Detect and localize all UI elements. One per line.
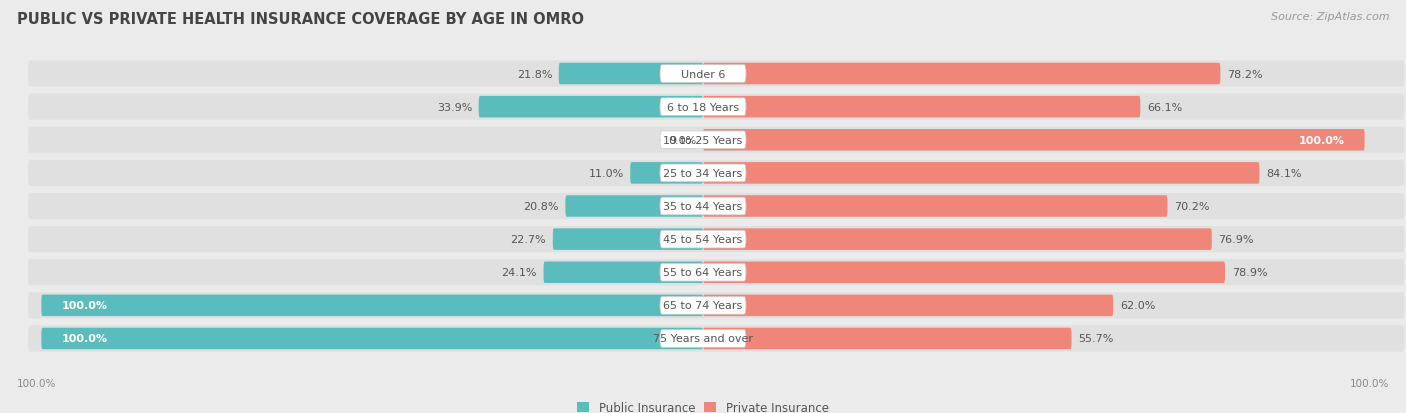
Text: 66.1%: 66.1% <box>1147 102 1182 112</box>
FancyBboxPatch shape <box>703 196 1167 217</box>
Text: 55 to 64 Years: 55 to 64 Years <box>664 268 742 278</box>
FancyBboxPatch shape <box>659 165 747 182</box>
FancyBboxPatch shape <box>28 160 1405 187</box>
FancyBboxPatch shape <box>553 229 703 250</box>
FancyBboxPatch shape <box>28 292 1405 319</box>
Text: 100.0%: 100.0% <box>17 378 56 388</box>
Text: 22.7%: 22.7% <box>510 235 546 244</box>
Text: 84.1%: 84.1% <box>1265 169 1302 178</box>
Text: 100.0%: 100.0% <box>62 334 107 344</box>
Text: 33.9%: 33.9% <box>437 102 472 112</box>
FancyBboxPatch shape <box>703 97 1140 118</box>
FancyBboxPatch shape <box>703 64 1220 85</box>
Legend: Public Insurance, Private Insurance: Public Insurance, Private Insurance <box>578 401 828 413</box>
FancyBboxPatch shape <box>659 297 747 314</box>
FancyBboxPatch shape <box>28 61 1405 88</box>
FancyBboxPatch shape <box>630 163 703 184</box>
Text: 20.8%: 20.8% <box>523 202 558 211</box>
FancyBboxPatch shape <box>28 127 1405 154</box>
Text: 100.0%: 100.0% <box>1299 135 1344 145</box>
FancyBboxPatch shape <box>659 264 747 281</box>
Text: 11.0%: 11.0% <box>588 169 624 178</box>
Text: 62.0%: 62.0% <box>1119 301 1156 311</box>
FancyBboxPatch shape <box>659 132 747 149</box>
Text: Under 6: Under 6 <box>681 69 725 79</box>
Text: 75 Years and over: 75 Years and over <box>652 334 754 344</box>
Text: 55.7%: 55.7% <box>1078 334 1114 344</box>
FancyBboxPatch shape <box>703 163 1260 184</box>
Text: 21.8%: 21.8% <box>516 69 553 79</box>
FancyBboxPatch shape <box>659 198 747 215</box>
FancyBboxPatch shape <box>659 231 747 248</box>
Text: 100.0%: 100.0% <box>62 301 107 311</box>
FancyBboxPatch shape <box>659 330 747 347</box>
Text: 100.0%: 100.0% <box>1350 378 1389 388</box>
FancyBboxPatch shape <box>659 66 747 83</box>
Text: 65 to 74 Years: 65 to 74 Years <box>664 301 742 311</box>
Text: PUBLIC VS PRIVATE HEALTH INSURANCE COVERAGE BY AGE IN OMRO: PUBLIC VS PRIVATE HEALTH INSURANCE COVER… <box>17 12 583 27</box>
FancyBboxPatch shape <box>703 130 1365 151</box>
FancyBboxPatch shape <box>558 64 703 85</box>
FancyBboxPatch shape <box>703 328 1071 349</box>
FancyBboxPatch shape <box>41 295 703 316</box>
FancyBboxPatch shape <box>28 325 1405 352</box>
Text: 24.1%: 24.1% <box>502 268 537 278</box>
Text: 6 to 18 Years: 6 to 18 Years <box>666 102 740 112</box>
FancyBboxPatch shape <box>28 259 1405 286</box>
FancyBboxPatch shape <box>41 328 703 349</box>
Text: 70.2%: 70.2% <box>1174 202 1209 211</box>
FancyBboxPatch shape <box>703 229 1212 250</box>
FancyBboxPatch shape <box>703 262 1225 283</box>
Text: 78.9%: 78.9% <box>1232 268 1267 278</box>
Text: 76.9%: 76.9% <box>1219 235 1254 244</box>
FancyBboxPatch shape <box>703 295 1114 316</box>
Text: 19 to 25 Years: 19 to 25 Years <box>664 135 742 145</box>
FancyBboxPatch shape <box>28 94 1405 121</box>
FancyBboxPatch shape <box>28 193 1405 220</box>
FancyBboxPatch shape <box>544 262 703 283</box>
Text: 25 to 34 Years: 25 to 34 Years <box>664 169 742 178</box>
Text: 0.0%: 0.0% <box>668 135 696 145</box>
Text: Source: ZipAtlas.com: Source: ZipAtlas.com <box>1271 12 1389 22</box>
FancyBboxPatch shape <box>565 196 703 217</box>
Text: 35 to 44 Years: 35 to 44 Years <box>664 202 742 211</box>
FancyBboxPatch shape <box>478 97 703 118</box>
Text: 45 to 54 Years: 45 to 54 Years <box>664 235 742 244</box>
Text: 78.2%: 78.2% <box>1227 69 1263 79</box>
FancyBboxPatch shape <box>28 226 1405 253</box>
FancyBboxPatch shape <box>659 99 747 116</box>
